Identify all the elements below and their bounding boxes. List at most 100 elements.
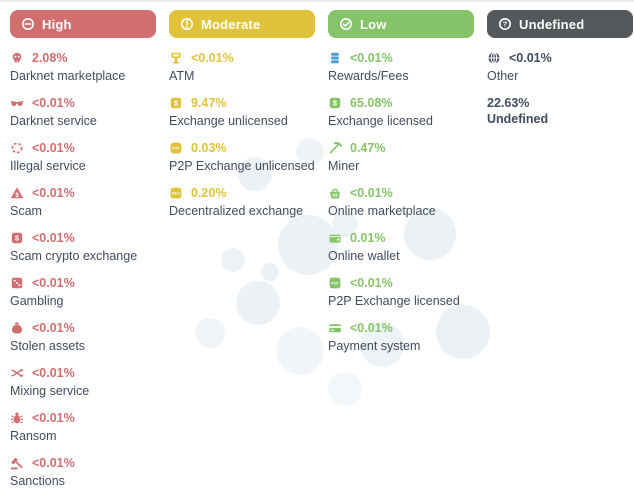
credit-card-icon [328, 321, 342, 335]
category-label: Online wallet [328, 249, 400, 263]
svg-text:P2P: P2P [331, 281, 339, 286]
category-label: Darknet marketplace [10, 69, 126, 83]
category-online-marketplace: <0.01% Online marketplace [328, 185, 474, 219]
risk-badge-label: Low [360, 16, 387, 32]
category-miner: 0.47% Miner [328, 140, 474, 174]
wallet-icon [328, 231, 342, 245]
category-gambling: <0.01% Gambling [10, 275, 156, 309]
category-rewards-fees: <0.01% Rewards/Fees [328, 50, 474, 84]
question-circle-icon: ? [498, 17, 512, 31]
column-undefined: ? Undefined <0.01% Other 22.63% Undefined [487, 10, 633, 500]
category-label: Rewards/Fees [328, 69, 409, 83]
p2p-square-icon: P2P [328, 276, 342, 290]
category-darknet-marketplace: 2.08% Darknet marketplace [10, 50, 156, 84]
globe-grid-icon [487, 51, 501, 65]
category-percent: 65.08% [350, 96, 393, 110]
category-label: Online marketplace [328, 204, 436, 218]
category-percent: 0.20% [191, 186, 227, 200]
dice-icon [10, 276, 24, 290]
shuffle-icon [10, 366, 24, 380]
category-label: Darknet service [10, 114, 97, 128]
category-percent: 9.47% [191, 96, 227, 110]
pickaxe-icon [328, 141, 342, 155]
category-percent: 2.08% [32, 51, 68, 65]
category-payment-system: <0.01% Payment system [328, 320, 474, 354]
atm-icon [169, 51, 183, 65]
high-risk-badge: High [10, 10, 156, 38]
basket-icon [328, 186, 342, 200]
category-scam-crypto-exchange: $ <0.01% Scam crypto exchange [10, 230, 156, 264]
check-circle-icon [339, 17, 353, 31]
coins-stack-icon [328, 51, 342, 65]
category-percent: 0.47% [350, 141, 386, 155]
category-label: Scam crypto exchange [10, 249, 138, 263]
gavel-icon [10, 456, 24, 470]
category-percent: <0.01% [32, 231, 75, 245]
dashed-circle-icon [10, 141, 24, 155]
category-percent: <0.01% [32, 366, 75, 380]
moderate-risk-badge: Moderate [169, 10, 315, 38]
category-online-wallet: 0.01% Online wallet [328, 230, 474, 264]
category-percent: <0.01% [509, 51, 552, 65]
svg-text:$: $ [174, 99, 179, 108]
category-percent: <0.01% [350, 51, 393, 65]
category-atm: <0.01% ATM [169, 50, 315, 84]
low-risk-badge: Low [328, 10, 474, 38]
category-label: Payment system [328, 339, 421, 353]
category-stolen-assets: <0.01% Stolen assets [10, 320, 156, 354]
category-percent: <0.01% [32, 411, 75, 425]
category-percent: 22.63% [487, 96, 530, 110]
category-exchange-unlicensed: $9.47% Exchange unlicensed [169, 95, 315, 129]
category-percent: <0.01% [350, 276, 393, 290]
category-percent: <0.01% [32, 276, 75, 290]
svg-text:?: ? [503, 20, 508, 29]
risk-badge-label: High [42, 16, 72, 32]
category-label: ATM [169, 69, 195, 83]
category-percent: 0.01% [350, 231, 386, 245]
bug-icon [10, 411, 24, 425]
dollar-square-icon: $ [10, 231, 24, 245]
category-undefined: 22.63% Undefined [487, 95, 633, 127]
category-percent: <0.01% [350, 321, 393, 335]
category-percent: <0.01% [32, 96, 75, 110]
category-exchange-licensed: $65.08% Exchange licensed [328, 95, 474, 129]
category-label: Ransom [10, 429, 57, 443]
dex-square-icon: DEX [169, 186, 183, 200]
category-p2p-exchange-unlicensed: P2P 0.03% P2P Exchange unlicensed [169, 140, 315, 174]
category-percent: 0.03% [191, 141, 227, 155]
svg-text:DEX: DEX [172, 191, 180, 196]
category-other: <0.01% Other [487, 50, 633, 84]
p2p-square-icon: P2P [169, 141, 183, 155]
category-mixing-service: <0.01% Mixing service [10, 365, 156, 399]
warning-triangle-icon: $ [10, 186, 24, 200]
category-decentralized-exchange: DEX 0.20% Decentralized exchange [169, 185, 315, 219]
category-label: Exchange unlicensed [169, 114, 288, 128]
category-label: Mixing service [10, 384, 90, 398]
category-percent: <0.01% [32, 141, 75, 155]
category-percent: <0.01% [32, 456, 75, 470]
category-label: Stolen assets [10, 339, 86, 353]
category-label: P2P Exchange unlicensed [169, 159, 315, 173]
category-label: Exchange licensed [328, 114, 433, 128]
risk-badge-label: Undefined [519, 16, 585, 32]
category-illegal-service: <0.01% Illegal service [10, 140, 156, 174]
svg-text:P2P: P2P [172, 146, 180, 151]
dollar-square-icon: $ [328, 96, 342, 110]
category-label: Gambling [10, 294, 64, 308]
minus-circle-icon [21, 17, 35, 31]
risk-badge-label: Moderate [201, 16, 261, 32]
undefined-risk-badge: ? Undefined [487, 10, 633, 38]
mask-icon [10, 96, 24, 110]
category-ransom: <0.01% Ransom [10, 410, 156, 444]
category-percent: <0.01% [32, 321, 75, 335]
category-p2p-exchange-licensed: P2P <0.01% P2P Exchange licensed [328, 275, 474, 309]
svg-text:$: $ [15, 193, 19, 199]
category-label: Other [487, 69, 519, 83]
skull-icon [10, 51, 24, 65]
category-scam: $ <0.01% Scam [10, 185, 156, 219]
category-label: Miner [328, 159, 360, 173]
category-sanctions: <0.01% Sanctions [10, 455, 156, 489]
category-percent: <0.01% [32, 186, 75, 200]
category-percent: <0.01% [191, 51, 234, 65]
